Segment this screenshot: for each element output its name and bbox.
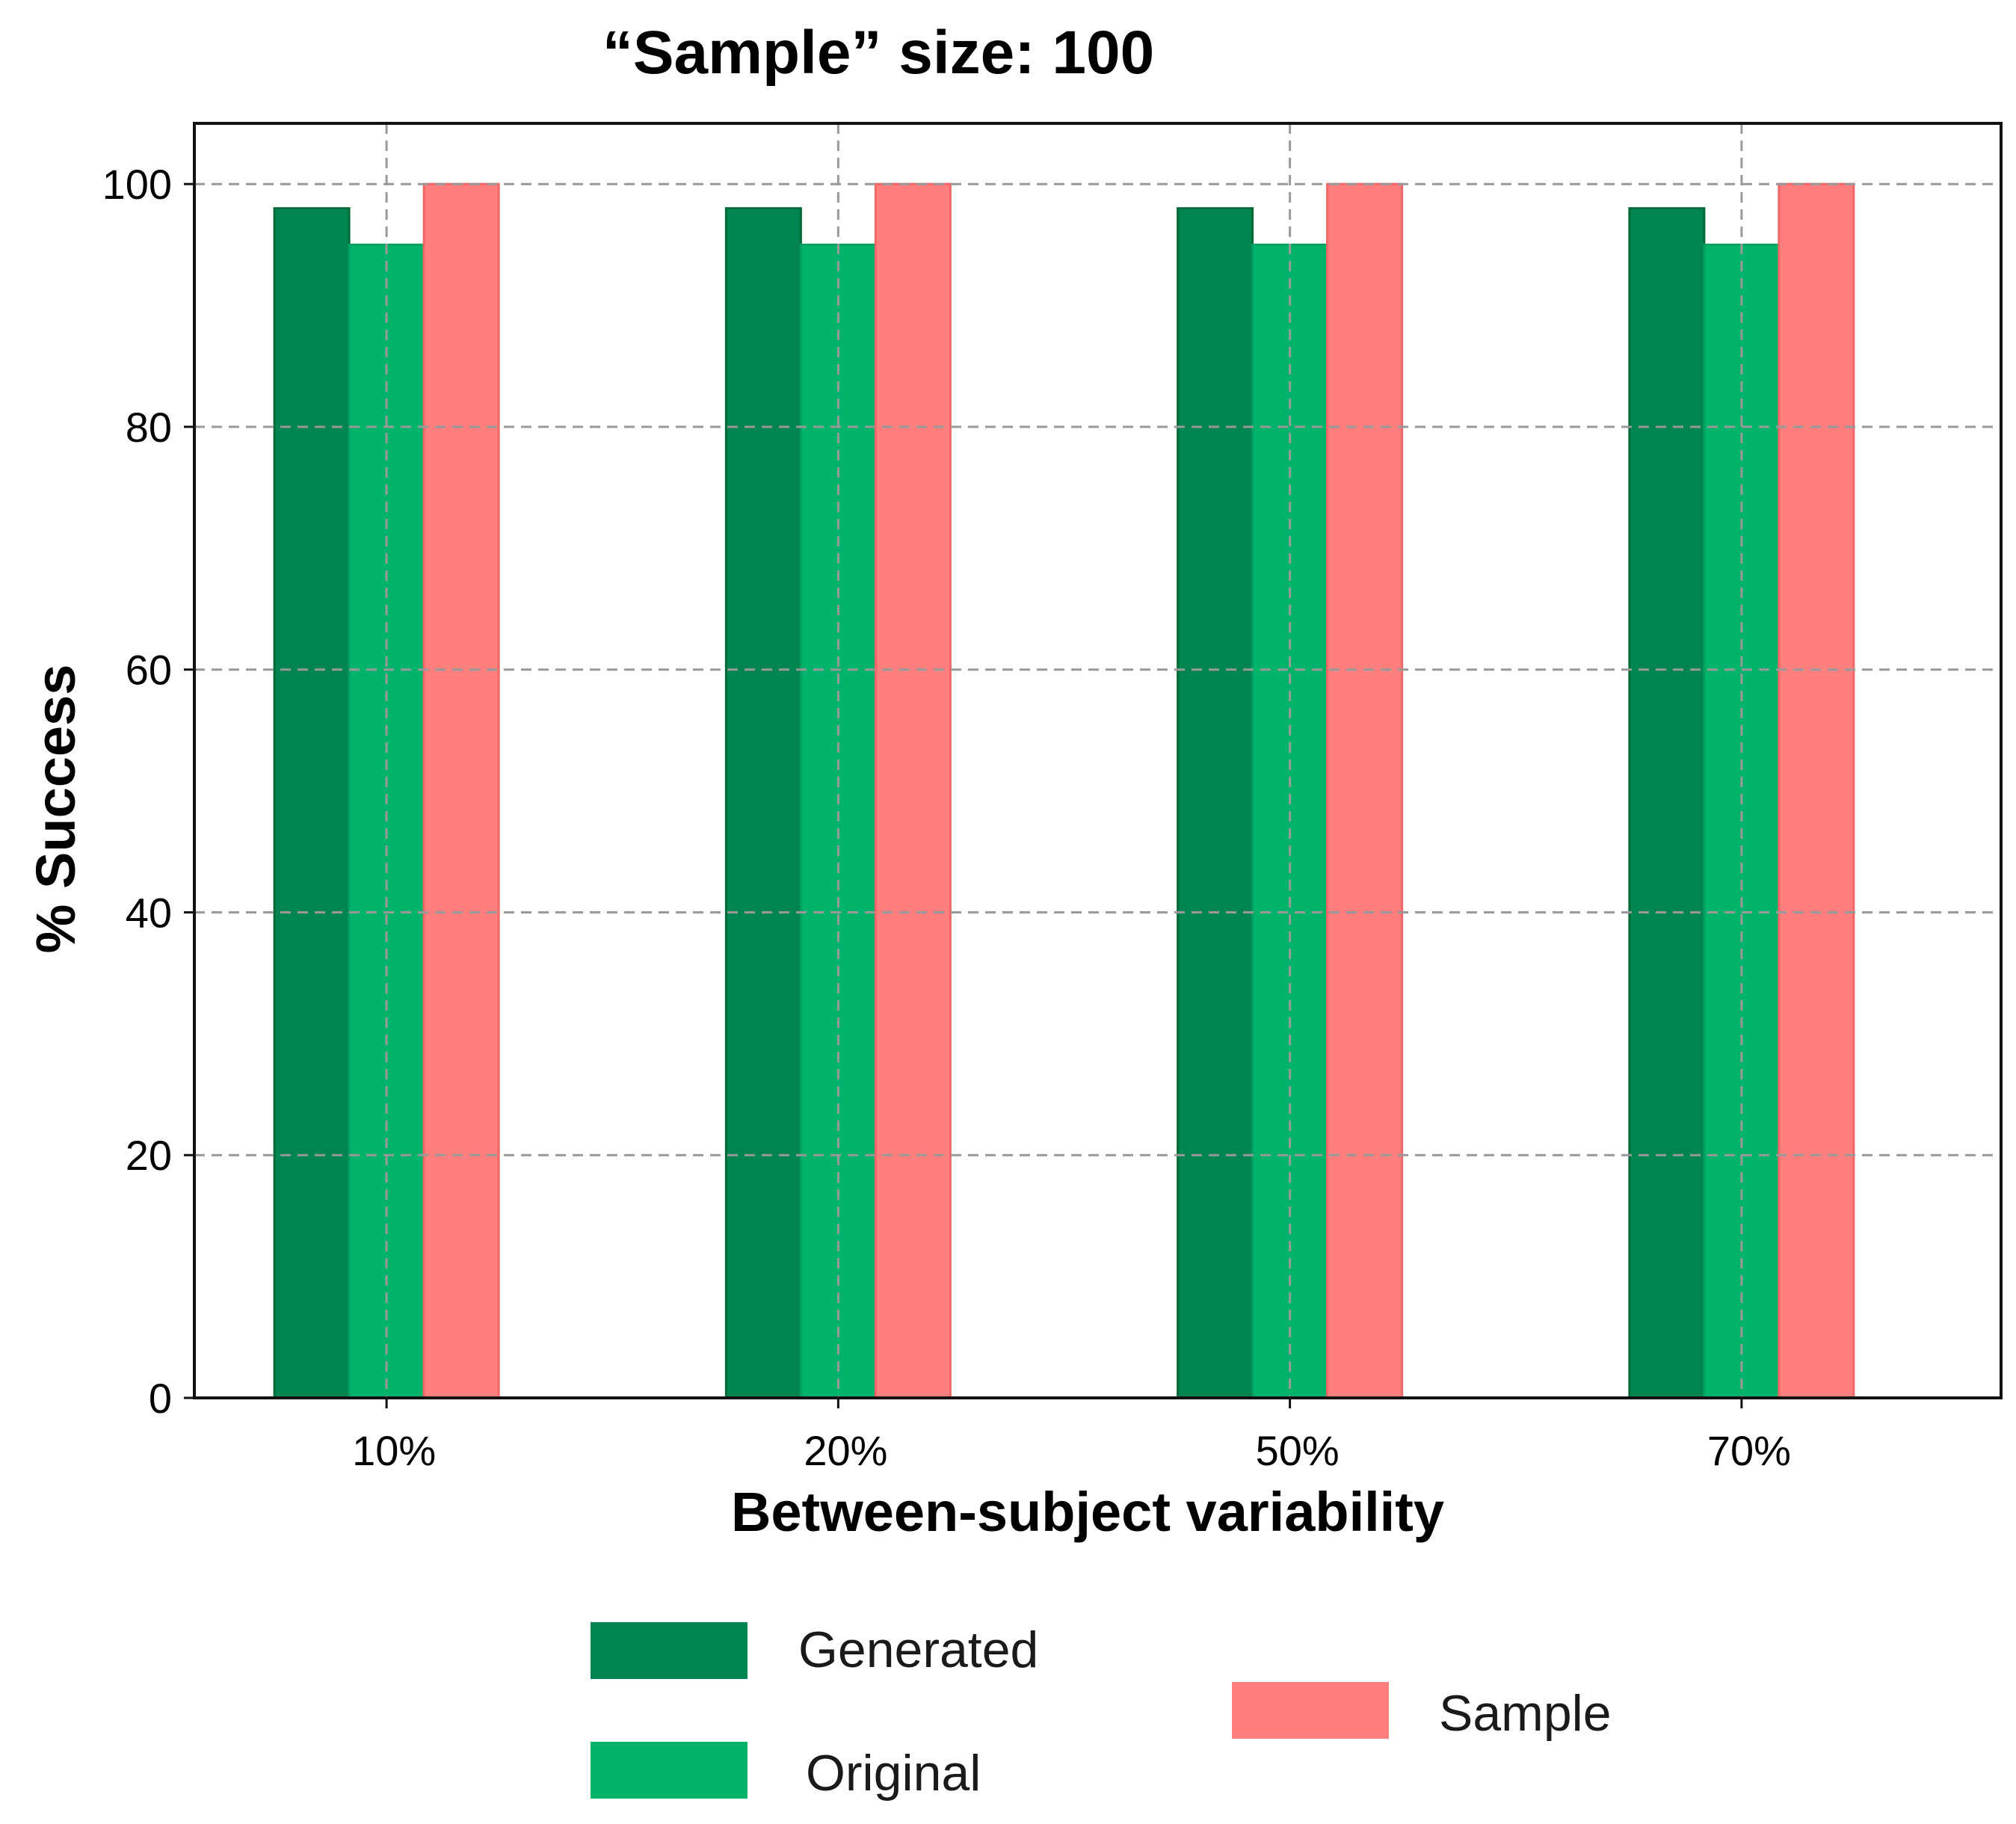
legend-swatch-sample xyxy=(1232,1682,1389,1739)
bars xyxy=(273,182,1855,1399)
x-axis-label: Between-subject variability xyxy=(731,1481,1444,1543)
legend-label-sample: Sample xyxy=(1439,1685,1612,1742)
legend-swatch-generated xyxy=(591,1622,747,1679)
bar-sample-70pct xyxy=(1778,182,1855,1399)
y-axis-label: % Success xyxy=(25,665,87,954)
y-tick-label: 100 xyxy=(102,161,172,208)
legend-label-original: Original xyxy=(806,1745,981,1802)
x-tick-label: 70% xyxy=(1707,1427,1791,1474)
bar-generated-10pct xyxy=(273,207,351,1399)
legend-label-generated: Generated xyxy=(798,1621,1038,1678)
grid-lines xyxy=(194,123,2001,1398)
chart-title: “Sample” size: 100 xyxy=(602,19,1154,87)
y-tick-label: 40 xyxy=(126,889,172,936)
y-axis-ticks: 0 20 40 60 80 100 xyxy=(102,161,194,1422)
legend-swatch-original xyxy=(591,1742,747,1799)
legend: Generated Original Sample xyxy=(591,1621,1612,1802)
bar-generated-20pct xyxy=(724,207,802,1399)
y-tick-label: 0 xyxy=(149,1375,172,1422)
bar-generated-50pct xyxy=(1177,207,1254,1399)
x-tick-label: 10% xyxy=(352,1427,436,1474)
y-tick-label: 80 xyxy=(126,404,172,451)
y-tick-label: 20 xyxy=(126,1132,172,1179)
x-tick-label: 50% xyxy=(1256,1427,1340,1474)
y-tick-label: 60 xyxy=(126,647,172,694)
bar-generated-70pct xyxy=(1628,207,1706,1399)
bar-sample-50pct xyxy=(1326,182,1404,1399)
bar-sample-10pct xyxy=(422,182,500,1399)
plot-frame xyxy=(193,122,2003,1399)
x-tick-label: 20% xyxy=(804,1427,887,1474)
bar-sample-20pct xyxy=(874,182,952,1399)
x-axis-ticks: 10% 20% 50% 70% xyxy=(352,1398,1791,1474)
